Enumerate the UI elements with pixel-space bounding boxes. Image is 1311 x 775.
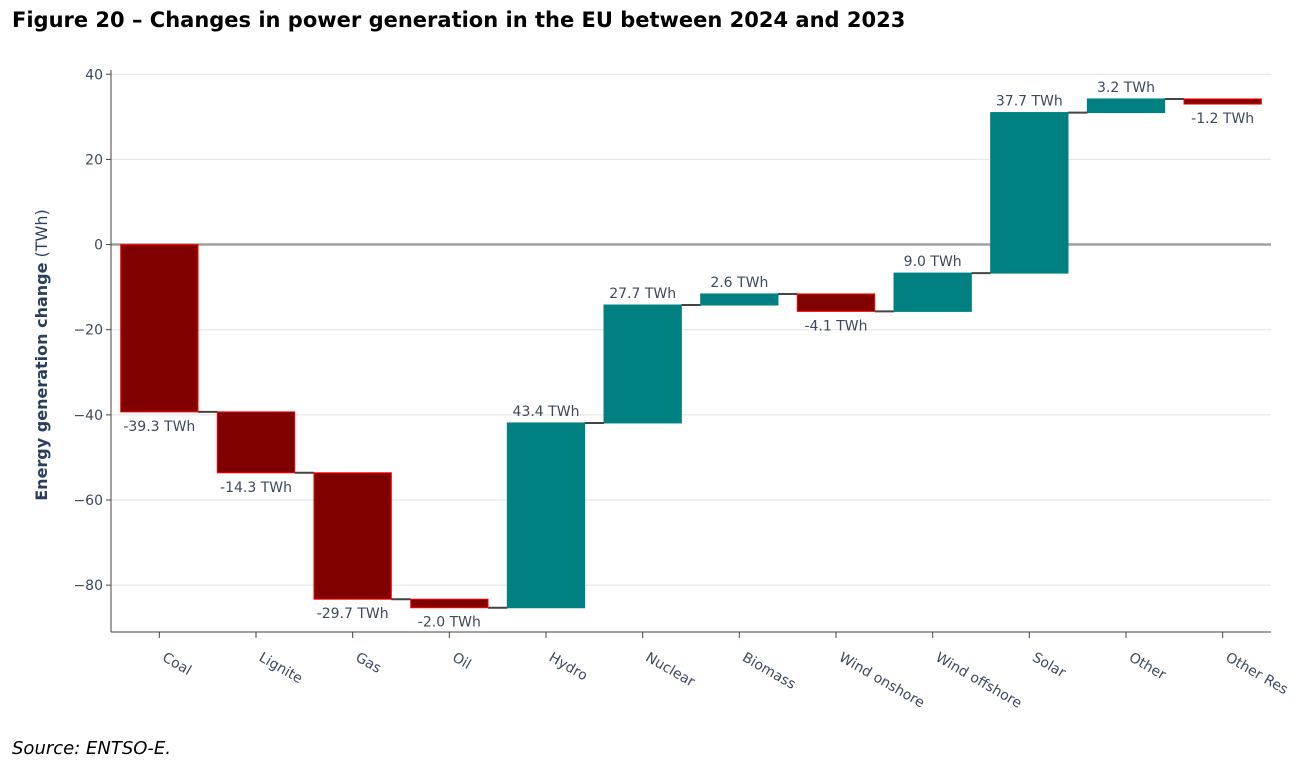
x-tick-label: Oil — [449, 650, 473, 673]
x-tick-label: Nuclear — [643, 650, 698, 691]
waterfall-chart: -39.3 TWh -14.3 TWh -29.7 TWh -2.0 TWh 43.4 … — [32, 67, 1291, 712]
data-label: -4.1 TWh — [804, 318, 867, 334]
y-axis-label-unit: (TWh) — [32, 209, 51, 262]
data-label: -29.7 TWh — [317, 606, 389, 622]
y-axis-label-main: Energy generation change — [32, 262, 51, 500]
x-tick-label: Other — [1126, 650, 1169, 684]
data-label: 3.2 TWh — [1097, 80, 1155, 96]
y-axis-label: Energy generation change (TWh) — [32, 209, 51, 501]
x-tick-label: Wind onshore — [836, 650, 927, 712]
y-tick-label: 0 — [94, 238, 103, 254]
y-tick-label: −40 — [73, 408, 103, 424]
data-label: 2.6 TWh — [710, 275, 768, 291]
y-tick-label: 40 — [85, 67, 103, 83]
data-label: 37.7 TWh — [996, 94, 1063, 110]
data-label: 27.7 TWh — [609, 286, 676, 302]
bars — [120, 98, 1262, 609]
x-tick-label: Wind offshore — [933, 650, 1025, 712]
figure-source: Source: ENTSO-E. — [12, 738, 172, 759]
x-tick-label: Other Res — [1223, 650, 1291, 698]
data-label: -14.3 TWh — [220, 480, 292, 496]
bar-coal — [120, 244, 199, 413]
y-tick-label: −60 — [73, 493, 103, 509]
data-label: -39.3 TWh — [123, 419, 195, 435]
y-tick-label: −20 — [73, 323, 103, 339]
bar-hydro — [506, 422, 586, 609]
bar-gas — [313, 472, 392, 600]
y-tick-label: −80 — [73, 578, 103, 594]
figure-title: Figure 20 – Changes in power generation … — [12, 8, 906, 32]
x-tick-label: Solar — [1029, 650, 1068, 682]
bar-other-res — [1183, 98, 1262, 105]
bar-nuclear — [603, 304, 682, 424]
data-labels: -39.3 TWh -14.3 TWh -29.7 TWh -2.0 TWh 43.4 … — [123, 80, 1254, 631]
bar-biomass — [700, 293, 779, 306]
data-label: 43.4 TWh — [513, 404, 580, 420]
bar-wind-onshore — [796, 293, 876, 312]
bar-oil — [410, 598, 489, 609]
x-tick-label: Coal — [159, 650, 194, 679]
bar-solar — [990, 112, 1069, 274]
connector-lines — [198, 97, 1184, 609]
x-tick-label: Gas — [353, 650, 384, 677]
gridlines — [111, 73, 1271, 586]
y-tick-label: 20 — [85, 152, 103, 168]
bar-other — [1086, 98, 1166, 114]
data-label: 9.0 TWh — [904, 254, 962, 270]
axes: 40 20 0 −20 −40 −60 −80 Coal Lignite Gas Oil Hydro N… — [73, 67, 1290, 712]
bar-wind-offshore — [893, 272, 972, 312]
bar-lignite — [216, 411, 296, 474]
x-tick-label: Lignite — [256, 650, 305, 688]
x-tick-label: Hydro — [546, 650, 590, 685]
data-label: -2.0 TWh — [418, 615, 481, 631]
data-label: -1.2 TWh — [1191, 111, 1254, 127]
x-tick-label: Biomass — [739, 650, 798, 693]
